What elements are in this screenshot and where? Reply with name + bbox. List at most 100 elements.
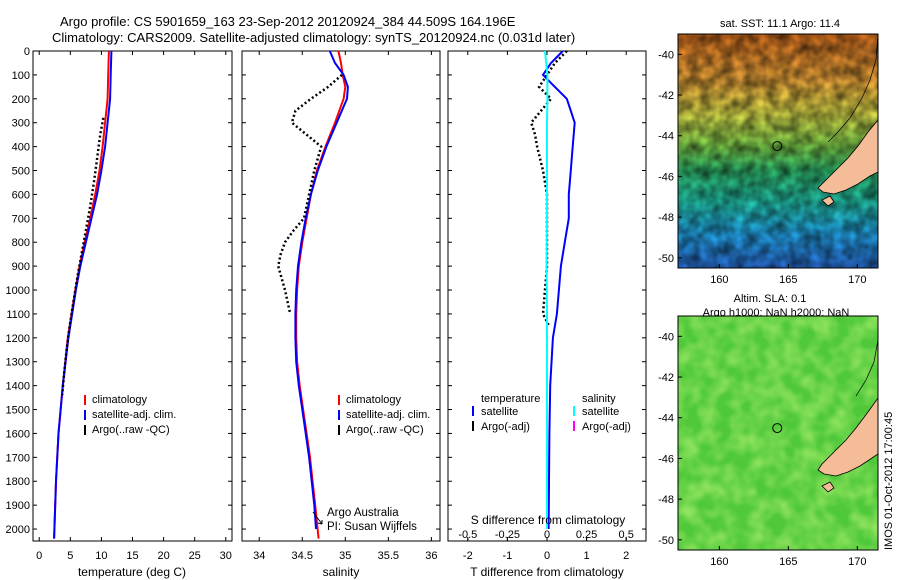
coastline-north — [855, 339, 878, 397]
legend-swatch-argo — [338, 425, 340, 435]
series-t-satellite — [541, 50, 576, 530]
y-tick-label: 800 — [12, 237, 30, 249]
map-ticks: 160 165 170 -40 -42 -44 -46 -48 -50 160 165 170 -40 -… — [658, 49, 866, 568]
y-tick-label: 1400 — [6, 381, 30, 393]
annotation-pi: PI: Susan Wijffels — [327, 521, 417, 533]
salinity-panel — [241, 50, 441, 542]
legend-label: Argo(-adj) — [582, 421, 631, 433]
legend-title-temperature: temperature — [481, 393, 540, 405]
legend-swatch-climatology — [84, 395, 86, 405]
x-tick-label: 25 — [189, 550, 201, 562]
y-tick-label: 400 — [12, 142, 30, 154]
s-tick-label: -0.25 — [495, 529, 520, 541]
temperature-chart: 0100200300400500600700800900100011001200… — [6, 46, 232, 562]
difference-legend: temperature salinity satellite Argo(-adj… — [472, 393, 631, 433]
title-line-2: Climatology: CARS2009. Satellite-adjuste… — [52, 30, 575, 45]
sla-map-float-marker — [772, 423, 783, 434]
series-argo-raw-qc- — [60, 117, 105, 396]
y-tick-label: 1800 — [6, 476, 30, 488]
salinity-legend: climatology satellite-adj. clim. Argo(..… — [338, 394, 430, 436]
legend-label: satellite-adj. clim. — [92, 409, 176, 421]
sst-y-tick-label: -44 — [658, 131, 674, 143]
x-tick-label: 5 — [67, 550, 73, 562]
y-tick-label: 700 — [12, 213, 30, 225]
x-tick-label: 30 — [220, 550, 232, 562]
sla-x-tick-label: 170 — [848, 556, 866, 568]
y-tick-label: 1500 — [6, 405, 30, 417]
coastline-north — [827, 34, 878, 143]
y-tick-label: 300 — [12, 118, 30, 130]
s-tick-label: 0 — [544, 529, 550, 541]
annotation-argo-australia: Argo Australia — [327, 507, 399, 519]
y-tick-label: 100 — [12, 70, 30, 82]
legend-label: climatology — [92, 394, 148, 406]
sst-y-tick-label: -48 — [658, 212, 674, 224]
legend-swatch-satellite — [84, 410, 86, 420]
y-tick-label: 1300 — [6, 357, 30, 369]
legend-label: climatology — [346, 394, 402, 406]
land-south-island — [817, 397, 878, 477]
y-tick-label: 1700 — [6, 452, 30, 464]
legend-swatch-argo — [84, 425, 86, 435]
sla-y-tick-label: -50 — [658, 535, 674, 547]
y-tick-label: 1000 — [6, 285, 30, 297]
x-tick-label: 2 — [623, 550, 629, 562]
legend-swatch-s-argo — [573, 421, 575, 431]
temperature-legend: climatology satellite-adj. clim. Argo(..… — [84, 394, 176, 436]
sst-x-tick-label: 170 — [848, 274, 866, 286]
sst-x-tick-label: 160 — [710, 274, 728, 286]
sst-y-tick-label: -40 — [658, 49, 674, 61]
legend-label: Argo(..raw -QC) — [346, 424, 424, 436]
land-south-island — [817, 119, 878, 195]
sst-y-tick-label: -42 — [658, 90, 674, 102]
x-tick-label: 1 — [584, 550, 590, 562]
sla-x-tick-label: 165 — [779, 556, 797, 568]
x-tick-label: 10 — [95, 550, 107, 562]
title-line-1: Argo profile: CS 5901659_163 23-Sep-2012… — [60, 14, 516, 29]
sla-y-tick-label: -44 — [658, 413, 674, 425]
s-tick-label: 0.25 — [576, 529, 597, 541]
y-tick-label: 500 — [12, 166, 30, 178]
y-tick-label: 1900 — [6, 500, 30, 512]
x-tick-label: 20 — [157, 550, 169, 562]
legend-label: Argo(-adj) — [481, 421, 530, 433]
land-stewart-island — [821, 195, 835, 207]
y-tick-label: 200 — [12, 94, 30, 106]
y-tick-label: 0 — [24, 46, 30, 58]
salinity-xlabel: salinity — [323, 565, 360, 579]
temperature-xlabel: temperature (deg C) — [78, 565, 186, 579]
sla-y-tick-label: -40 — [658, 331, 674, 343]
legend-swatch-s-satellite — [573, 406, 575, 416]
y-tick-label: 1100 — [6, 309, 30, 321]
y-tick-label: 600 — [12, 189, 30, 201]
x-tick-label: 35 — [339, 550, 351, 562]
sst-map-float-marker — [772, 141, 783, 152]
sla-map-frame — [677, 315, 879, 551]
y-tick-label: 900 — [12, 261, 30, 273]
x-tick-label: 0 — [36, 550, 42, 562]
sla-map-title-1: Altim. SLA: 0.1 — [734, 293, 807, 305]
salinity-chart: 34 34.5 35 35.5 36 — [242, 50, 440, 562]
x-tick-label: 35.5 — [378, 550, 399, 562]
series-s-satellite — [544, 50, 549, 529]
x-tick-label: 36 — [425, 550, 437, 562]
legend-swatch-satellite — [338, 410, 340, 420]
sst-y-tick-label: -50 — [658, 253, 674, 265]
footer-stamp: IMOS 01-Oct-2012 17:00:45 — [883, 412, 895, 550]
series-argo-raw-qc- — [276, 73, 343, 315]
legend-label: satellite — [481, 406, 518, 418]
legend-label: Argo(..raw -QC) — [92, 424, 170, 436]
difference-xlabel-top: S difference from climatology — [471, 513, 626, 527]
y-tick-label: 2000 — [6, 524, 30, 536]
s-tick-label: -0.5 — [458, 529, 477, 541]
sst-map — [678, 34, 878, 268]
x-tick-label: -1 — [503, 550, 513, 562]
series-satellite-adj-clim- — [294, 50, 349, 530]
sla-y-tick-label: -46 — [658, 453, 674, 465]
y-tick-label: 1200 — [6, 333, 30, 345]
legend-label: satellite — [582, 406, 619, 418]
y-tick-label: 1600 — [6, 428, 30, 440]
annotation-arrow — [312, 511, 323, 525]
temperature-panel — [32, 50, 233, 542]
